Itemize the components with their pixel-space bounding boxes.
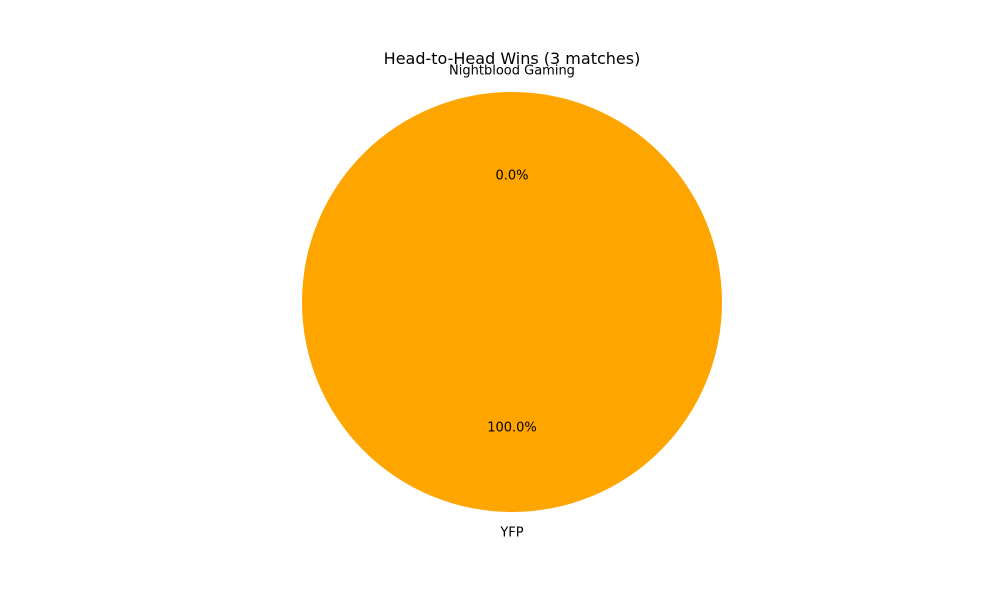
pie-label-nightblood-gaming: Nightblood Gaming (449, 64, 575, 79)
pie-pct-yfp: 100.0% (487, 421, 537, 436)
pie-label-yfp: YFP (499, 526, 523, 541)
pie-slices (302, 92, 722, 512)
pie-slice-yfp (302, 92, 722, 512)
pie-labels: Nightblood Gaming 0.0% YFP 100.0% (449, 64, 575, 541)
chart-title: Head-to-Head Wins (3 matches) (384, 49, 641, 68)
pie-pct-nightblood-gaming: 0.0% (495, 169, 528, 184)
